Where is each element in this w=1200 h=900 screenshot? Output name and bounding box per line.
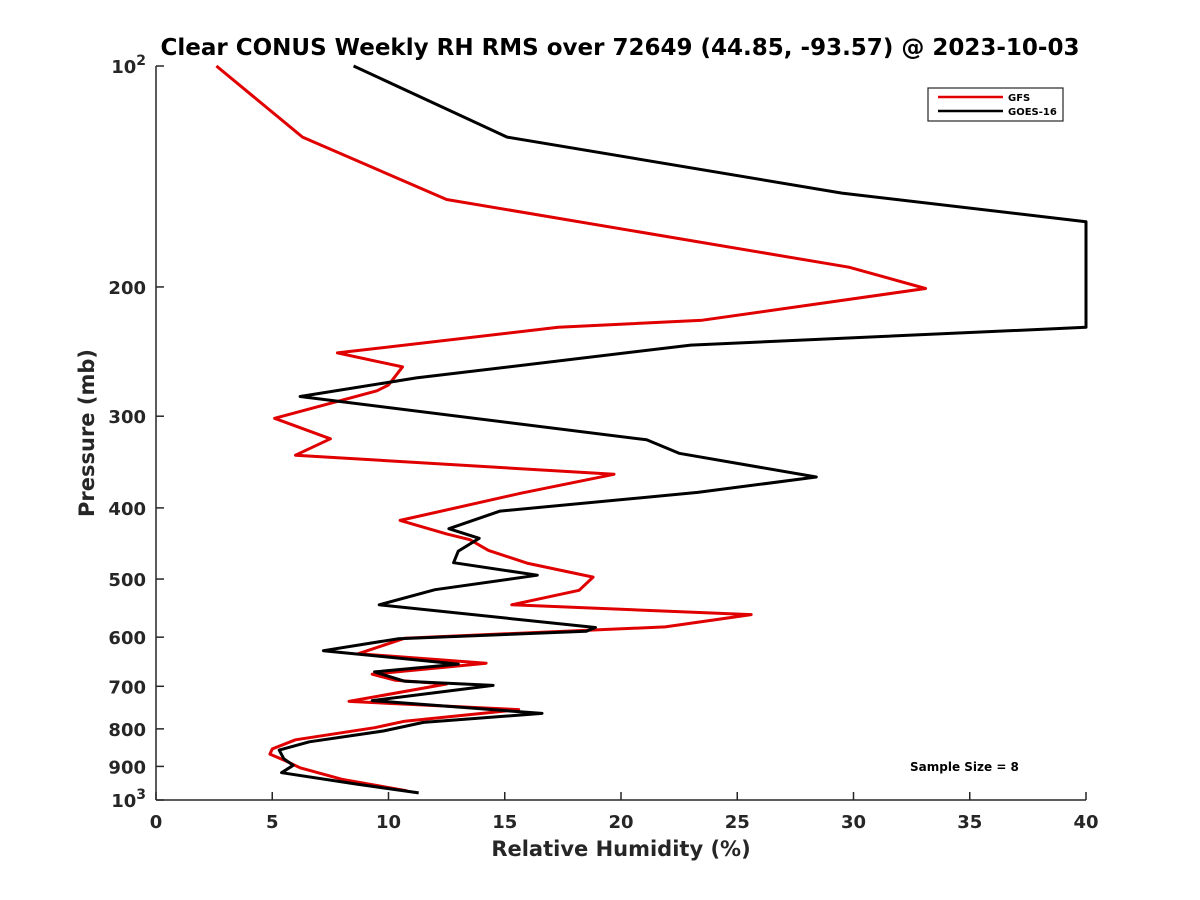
y-tick-label: 500 [108, 570, 146, 591]
x-tick-label: 25 [725, 812, 750, 833]
y-tick-label: 102 [111, 53, 146, 78]
sample-size-annotation: Sample Size = 8 [910, 760, 1019, 774]
x-tick-label: 5 [266, 812, 279, 833]
y-ticks: 102 200 300 400 500 600 700 800 900 103 [108, 53, 164, 812]
y-tick-label: 300 [108, 407, 146, 428]
series-layer [215, 64, 1088, 795]
x-tick-label: 20 [608, 812, 633, 833]
axes-layer [155, 66, 1086, 801]
x-tick-label: 10 [376, 812, 401, 833]
y-tick-label: 800 [108, 720, 146, 741]
series-line-gfs [215, 64, 928, 793]
y-tick-label: 600 [108, 628, 146, 649]
x-tick-label: 15 [492, 812, 517, 833]
x-axis-label: Relative Humidity (%) [491, 837, 750, 861]
y-tick-label: 900 [108, 757, 146, 778]
x-tick-label: 35 [957, 812, 982, 833]
x-tick-label: 0 [150, 812, 163, 833]
series-line-goes-16 [277, 64, 1088, 795]
x-tick-label: 40 [1073, 812, 1098, 833]
legend-gfs-label: GFS [1008, 93, 1030, 104]
x-tick-label: 30 [841, 812, 866, 833]
y-tick-label: 103 [111, 787, 146, 812]
legend-box [927, 87, 1064, 122]
x-ticks: 0 5 10 15 20 25 30 35 40 [150, 792, 1099, 833]
y-tick-label: 200 [108, 278, 146, 299]
y-tick-label: 400 [108, 499, 146, 520]
legend: GFS GOES-16 [927, 87, 1064, 122]
y-axis-label: Pressure (mb) [75, 349, 99, 517]
chart-title: Clear CONUS Weekly RH RMS over 72649 (44… [161, 35, 1080, 61]
legend-goes16-label: GOES-16 [1008, 107, 1057, 118]
y-tick-label: 700 [108, 677, 146, 698]
